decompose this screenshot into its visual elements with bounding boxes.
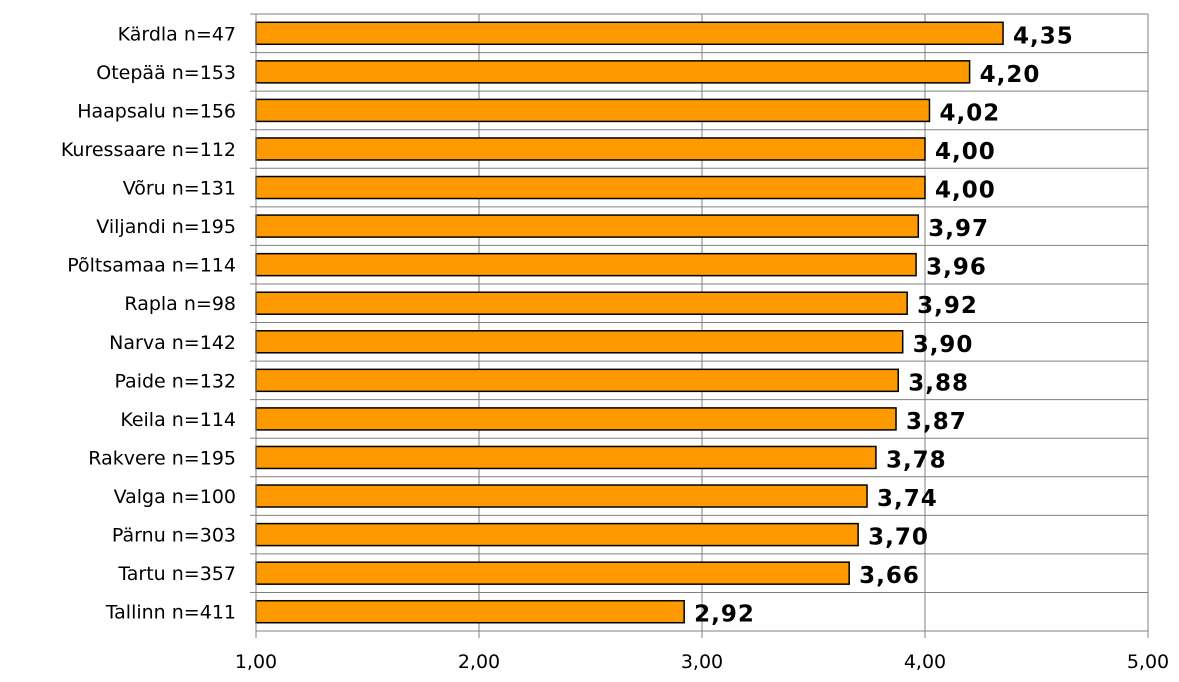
- category-label: Keila n=114: [120, 409, 236, 431]
- data-label: 3,87: [906, 409, 967, 435]
- x-tick-label: 1,00: [235, 651, 277, 673]
- bar: [255, 60, 971, 84]
- bar: [255, 291, 908, 315]
- bar: [255, 175, 926, 200]
- category-label: Pärnu n=303: [112, 525, 236, 547]
- category-label: Valga n=100: [114, 486, 236, 508]
- bar: [255, 522, 859, 547]
- category-label: Tallinn n=411: [105, 602, 236, 624]
- category-label: Kuressaare n=112: [61, 139, 236, 161]
- category-label: Põltsamaa n=114: [67, 255, 236, 277]
- bar: [255, 137, 926, 161]
- bar: [255, 561, 850, 585]
- data-label: 3,78: [886, 447, 947, 473]
- bars: [255, 21, 1004, 624]
- labels: 1,00 2,00 3,00 4,00 5,00 Kärdla n=47 4,35 Otepä…: [61, 23, 1169, 673]
- axes: [250, 13, 1149, 638]
- x-tick-label: 5,00: [1127, 651, 1169, 673]
- data-label: 3,74: [877, 486, 938, 512]
- category-label: Võru n=131: [123, 178, 236, 200]
- category-label: Paide n=132: [114, 370, 236, 392]
- bar: [255, 484, 868, 508]
- bar: [255, 252, 917, 277]
- data-label: 3,66: [859, 563, 920, 589]
- x-tick-label: 2,00: [458, 651, 500, 673]
- x-tick-label: 4,00: [904, 651, 946, 673]
- category-label: Rakvere n=195: [88, 447, 236, 469]
- bar: [255, 368, 899, 393]
- data-label: 4,00: [935, 139, 996, 165]
- data-label: 3,90: [913, 332, 974, 358]
- data-label: 3,88: [908, 370, 969, 396]
- category-label: Narva n=142: [109, 332, 236, 354]
- bar: [255, 407, 897, 431]
- data-label: 4,00: [935, 178, 996, 204]
- x-tick-label: 3,00: [681, 651, 723, 673]
- category-label: Kärdla n=47: [118, 23, 236, 45]
- data-label: 4,02: [939, 100, 1000, 126]
- category-label: Haapsalu n=156: [77, 100, 236, 122]
- data-label: 4,20: [980, 62, 1041, 88]
- bar: [255, 445, 877, 470]
- data-label: 3,96: [926, 255, 987, 281]
- bar: [255, 599, 685, 624]
- category-label: Viljandi n=195: [96, 216, 236, 238]
- category-label: Rapla n=98: [124, 293, 236, 315]
- data-label: 3,92: [917, 293, 978, 319]
- bar: [255, 21, 1004, 46]
- bar: [255, 330, 904, 354]
- data-label: 4,35: [1013, 23, 1074, 49]
- data-label: 2,92: [694, 602, 755, 628]
- data-label: 3,97: [928, 216, 989, 242]
- bar: [255, 98, 931, 123]
- data-label: 3,70: [868, 525, 929, 551]
- bar: [255, 214, 920, 238]
- category-label: Tartu n=357: [117, 563, 236, 585]
- category-label: Otepää n=153: [96, 62, 236, 84]
